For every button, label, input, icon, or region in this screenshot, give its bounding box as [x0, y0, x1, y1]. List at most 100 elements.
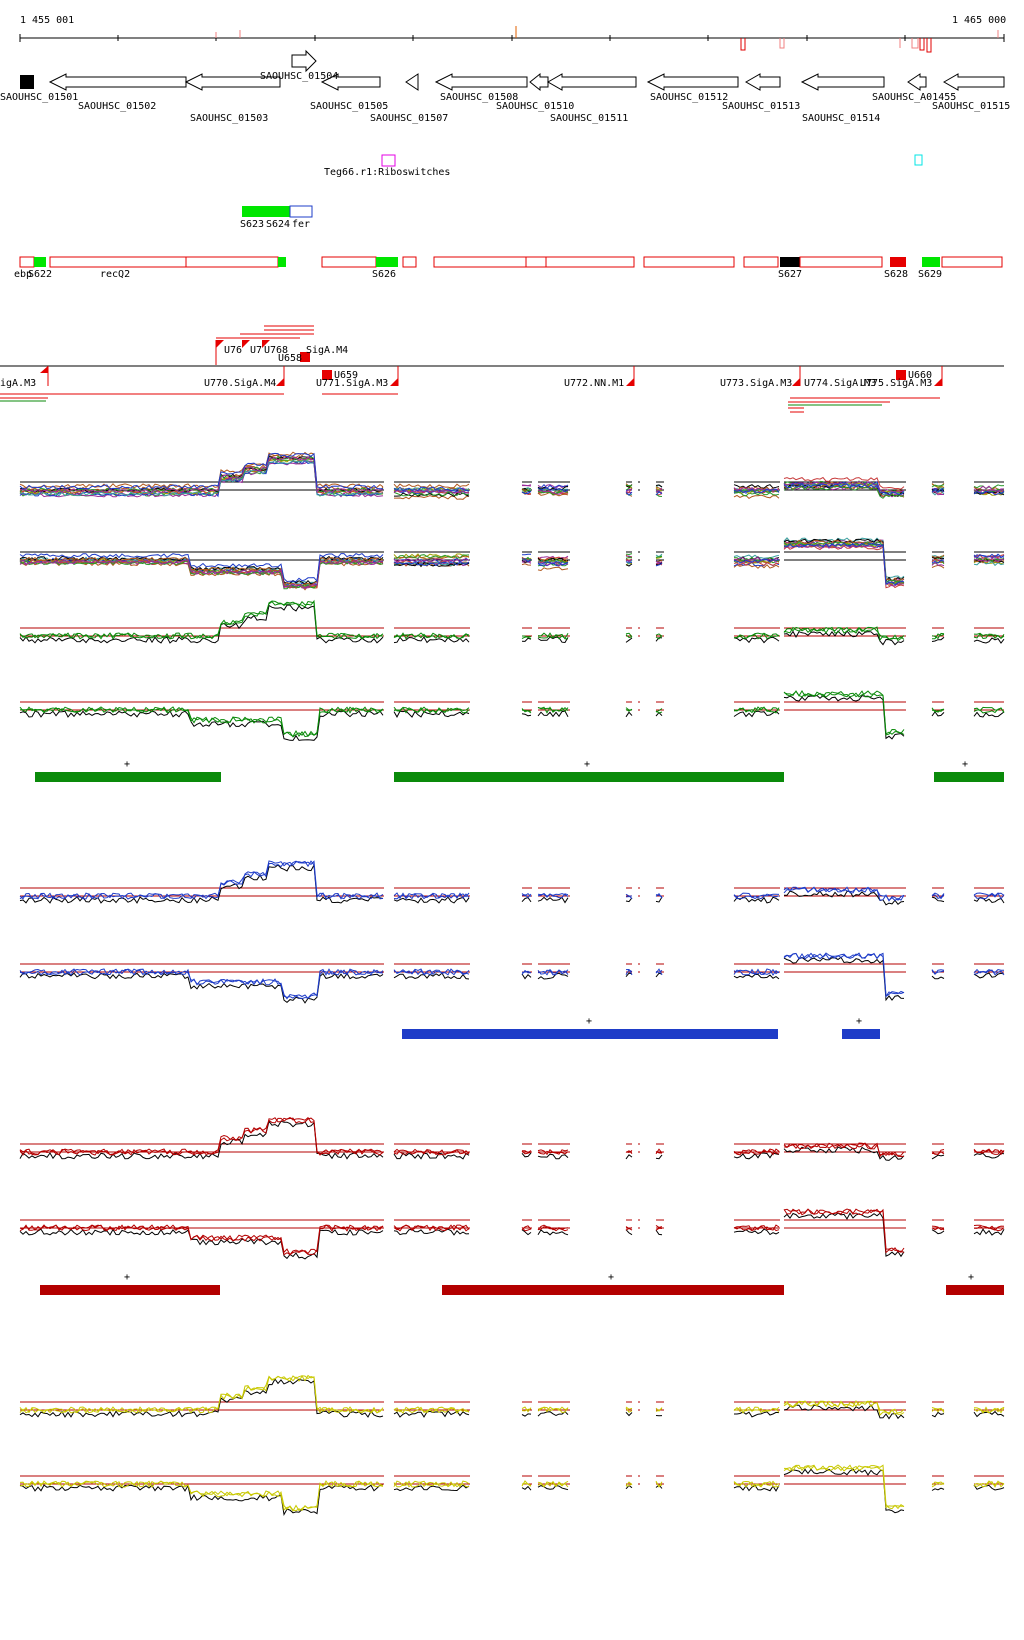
expression-profile[interactable] [931, 559, 945, 564]
expression-profile[interactable] [733, 968, 780, 975]
expression-profile[interactable] [625, 484, 633, 487]
expression-profile[interactable] [521, 713, 532, 717]
expression-profile[interactable] [655, 1480, 663, 1488]
expression-profile[interactable] [19, 1224, 384, 1256]
expression-profile[interactable] [521, 484, 532, 487]
expression-profile[interactable] [625, 969, 633, 975]
expression-profile[interactable] [783, 886, 905, 902]
expression-profile[interactable] [733, 1225, 780, 1232]
expression-profile[interactable] [537, 555, 569, 560]
expression-profile[interactable] [625, 561, 633, 563]
expression-profile[interactable] [537, 485, 569, 491]
expression-profile[interactable] [521, 892, 532, 897]
gene-arrow[interactable] [546, 73, 637, 91]
expression-profile[interactable] [19, 561, 384, 591]
expression-profile[interactable] [733, 488, 780, 494]
expression-profile[interactable] [783, 952, 905, 998]
expression-profile[interactable] [19, 1228, 384, 1260]
expression-profile[interactable] [537, 1224, 569, 1231]
expression-profile[interactable] [973, 1480, 1005, 1487]
expression-profile[interactable] [655, 556, 663, 559]
gene-arrow[interactable] [291, 49, 317, 73]
expression-profile[interactable] [521, 1413, 532, 1417]
expression-profile[interactable] [733, 1480, 780, 1488]
expression-profile[interactable] [19, 604, 384, 644]
strand-bar-red[interactable] [40, 1285, 220, 1295]
expression-profile[interactable] [521, 489, 532, 493]
expression-profile[interactable] [931, 484, 945, 488]
gene-arrow[interactable] [434, 73, 528, 91]
expression-profile[interactable] [625, 559, 633, 562]
expression-profile[interactable] [931, 896, 945, 903]
expression-profile[interactable] [625, 1150, 633, 1154]
expression-profile[interactable] [733, 632, 780, 640]
expression-profile[interactable] [931, 1487, 945, 1491]
expression-profile[interactable] [783, 1404, 905, 1420]
expression-profile[interactable] [973, 1152, 1005, 1159]
expression-profile[interactable] [19, 1117, 384, 1156]
expression-profile[interactable] [625, 1411, 633, 1417]
expression-profile[interactable] [521, 1227, 532, 1232]
expression-profile[interactable] [625, 1481, 633, 1487]
expression-profile[interactable] [19, 1480, 384, 1512]
expression-profile[interactable] [537, 706, 569, 712]
expression-profile[interactable] [625, 553, 633, 556]
expression-profile[interactable] [733, 486, 780, 492]
expression-profile[interactable] [973, 1406, 1005, 1414]
expression-profile[interactable] [783, 1400, 905, 1416]
expression-profile[interactable] [393, 706, 470, 714]
expression-profile[interactable] [655, 968, 663, 976]
expression-profile[interactable] [931, 488, 945, 493]
strand-bar-blue[interactable] [402, 1029, 778, 1039]
expression-profile[interactable] [783, 542, 905, 586]
expression-profile[interactable] [733, 892, 780, 900]
expression-profile[interactable] [931, 892, 945, 900]
expression-profile[interactable] [931, 632, 945, 640]
expression-profile[interactable] [625, 488, 633, 493]
expression-profile[interactable] [537, 893, 569, 899]
expression-profile[interactable] [537, 1226, 569, 1232]
gene-arrow[interactable] [529, 72, 549, 92]
gene-arrow[interactable] [800, 73, 885, 91]
expression-profile[interactable] [931, 969, 945, 975]
expression-profile[interactable] [19, 710, 384, 741]
expression-profile[interactable] [783, 1208, 905, 1254]
strand-bar-blue[interactable] [842, 1029, 880, 1039]
expression-profile[interactable] [625, 711, 633, 718]
expression-profile[interactable] [521, 1229, 532, 1236]
expression-profile[interactable] [521, 1482, 532, 1486]
expression-profile[interactable] [783, 890, 905, 906]
expression-profile[interactable] [783, 626, 905, 640]
expression-profile[interactable] [19, 972, 384, 1004]
expression-profile[interactable] [393, 554, 470, 559]
expression-profile[interactable] [733, 558, 780, 564]
expression-profile[interactable] [393, 486, 470, 492]
expression-profile[interactable] [655, 1154, 663, 1160]
expression-profile[interactable] [655, 487, 663, 493]
strand-bar-green[interactable] [394, 772, 784, 782]
expression-profile[interactable] [393, 1480, 470, 1488]
strand-bar-green[interactable] [934, 772, 1004, 782]
expression-profile[interactable] [931, 975, 945, 980]
expression-profile[interactable] [393, 1406, 470, 1414]
expression-profile[interactable] [625, 557, 633, 559]
expression-profile[interactable] [537, 1484, 569, 1491]
expression-profile[interactable] [655, 560, 663, 564]
expression-profile[interactable] [393, 968, 470, 976]
expression-profile[interactable] [734, 1411, 780, 1418]
expression-profile[interactable] [19, 1116, 384, 1156]
expression-profile[interactable] [537, 968, 569, 976]
expression-profile[interactable] [393, 558, 470, 564]
expression-profile[interactable] [733, 636, 780, 644]
expression-profile[interactable] [537, 1229, 569, 1236]
expression-profile[interactable] [393, 554, 470, 560]
expression-profile[interactable] [537, 1411, 569, 1417]
expression-profile[interactable] [19, 455, 384, 494]
expression-profile[interactable] [625, 1407, 633, 1413]
expression-profile[interactable] [931, 710, 945, 717]
expression-profile[interactable] [931, 1407, 945, 1413]
expression-profile[interactable] [625, 632, 633, 638]
expression-profile[interactable] [973, 553, 1005, 559]
expression-profile[interactable] [625, 1227, 633, 1231]
expression-profile[interactable] [655, 894, 663, 898]
